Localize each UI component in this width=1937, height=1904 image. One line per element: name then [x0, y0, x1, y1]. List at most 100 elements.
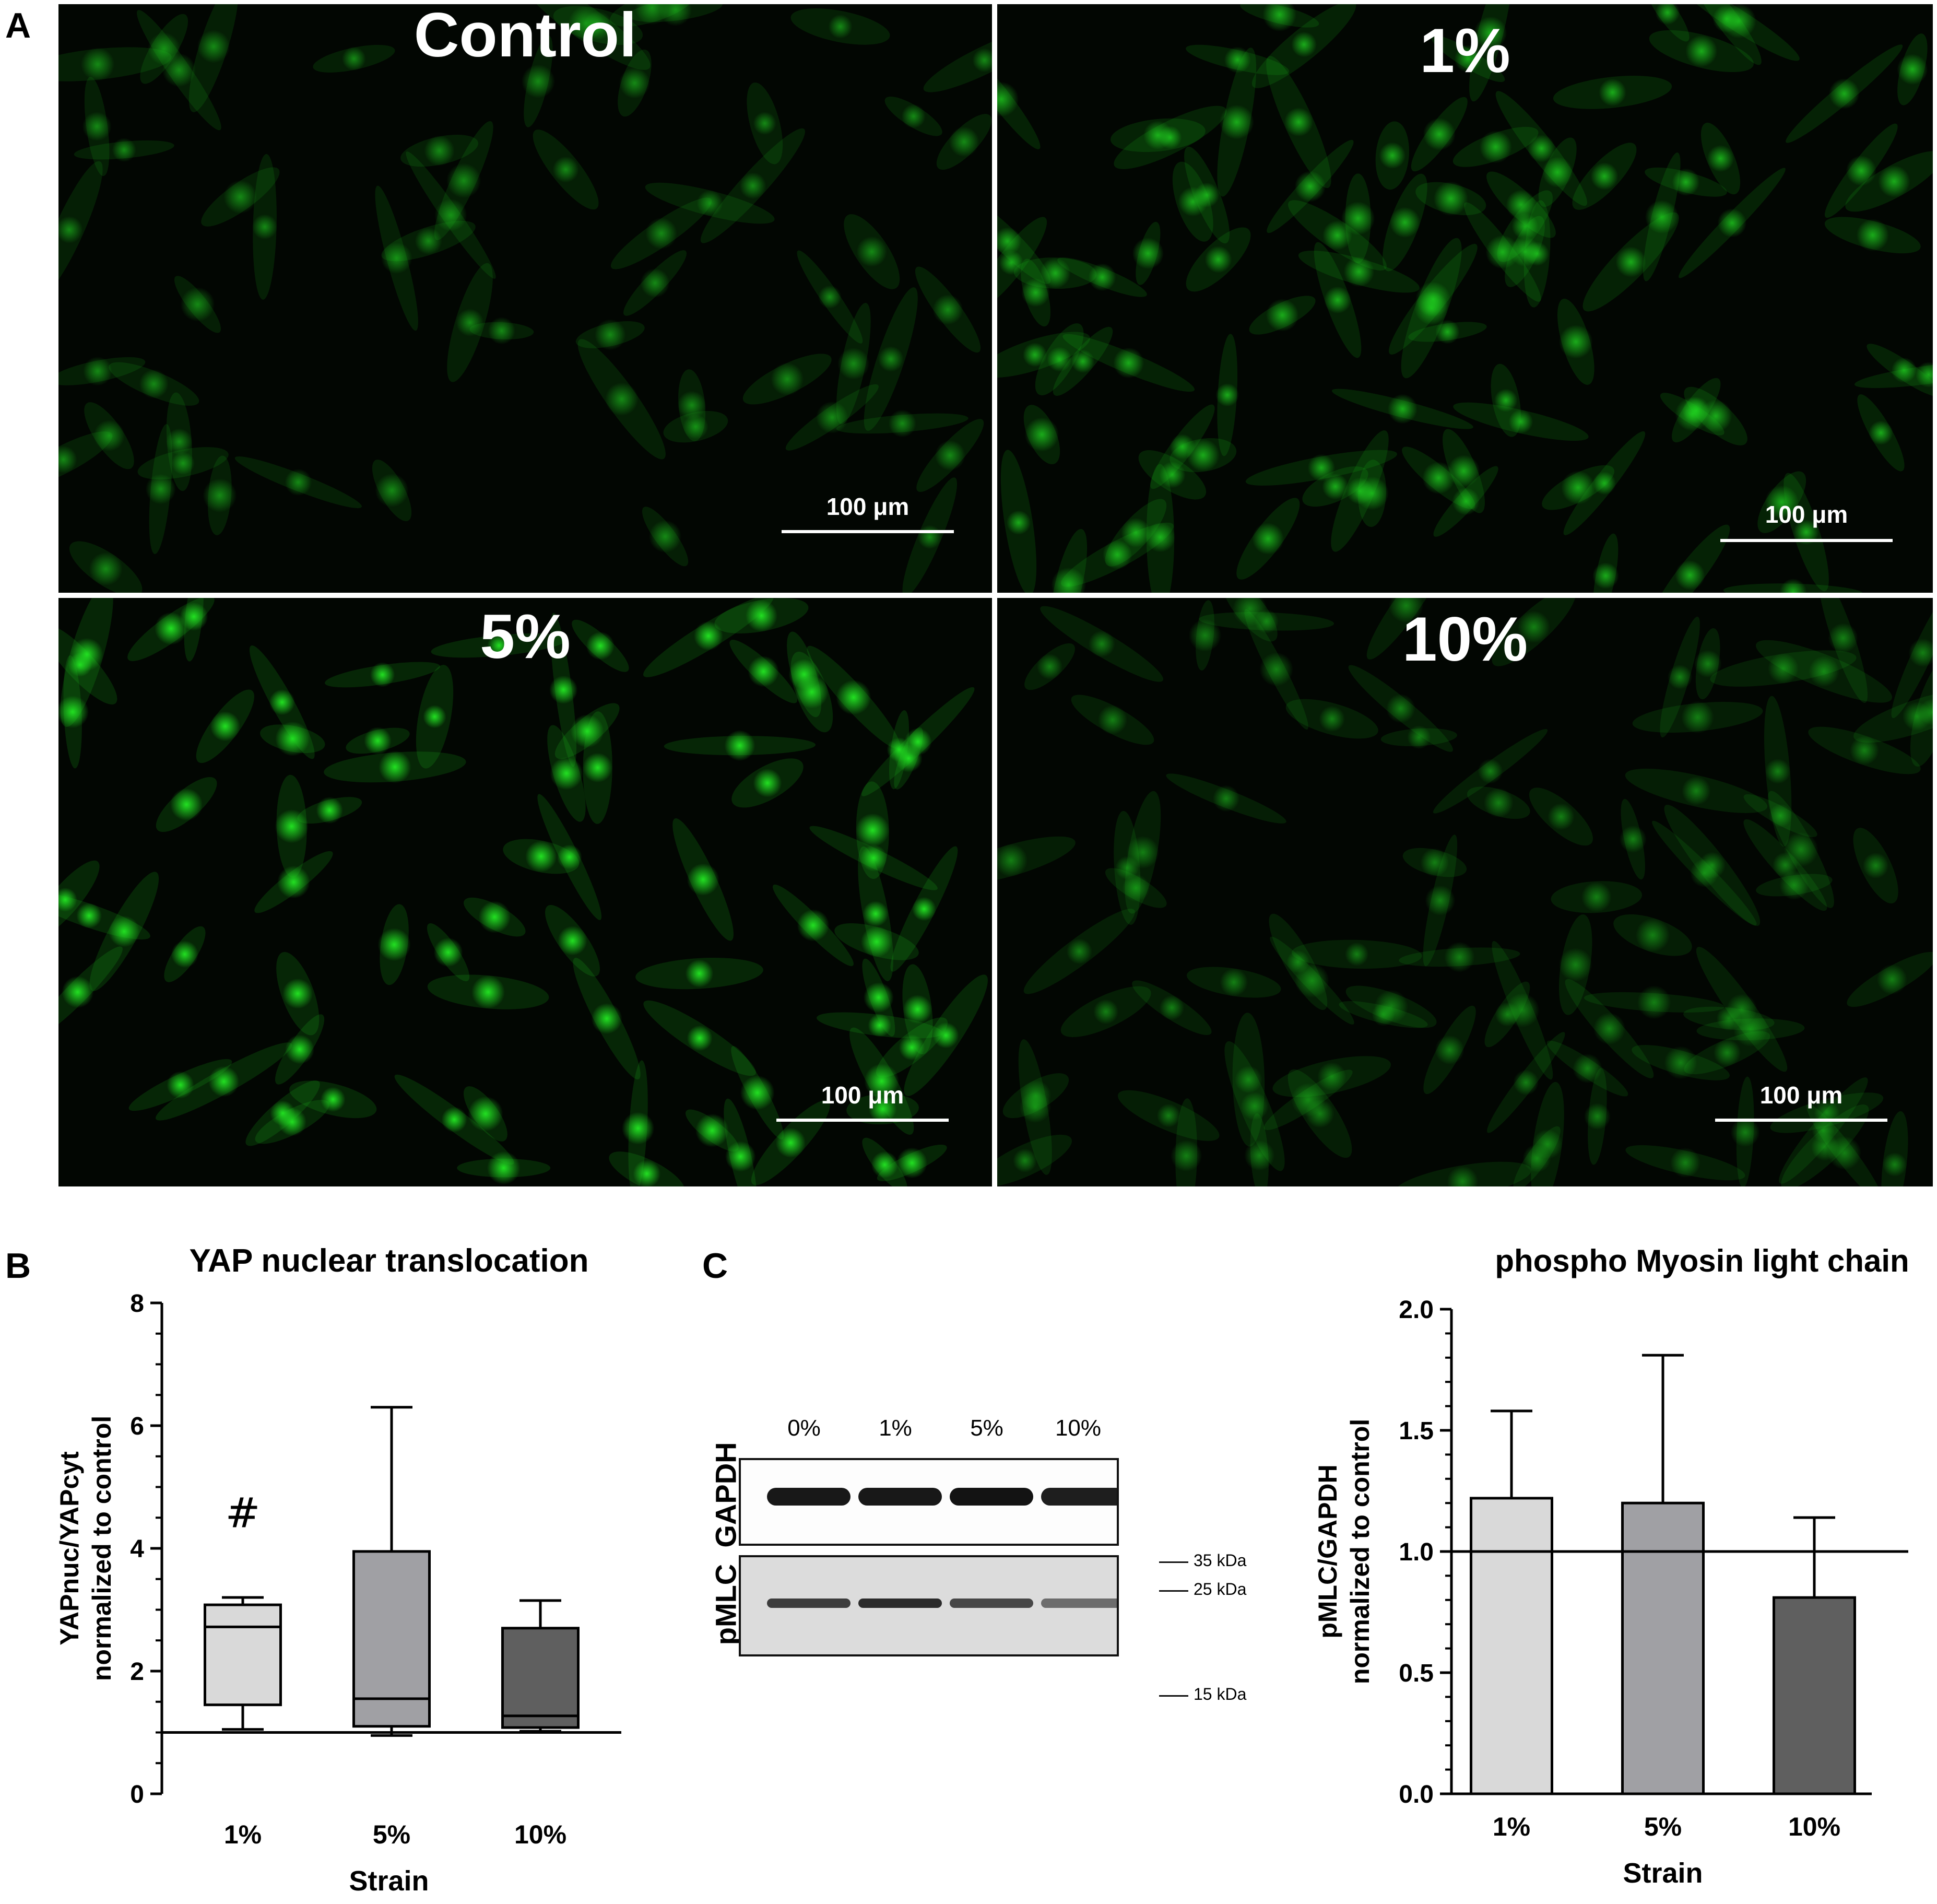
cell-nucleus	[1846, 155, 1876, 186]
lane-label: 1%	[879, 1415, 912, 1441]
cell-nucleus	[112, 138, 136, 162]
micrograph-label: 5%	[480, 602, 571, 672]
cell-nucleus	[1036, 653, 1063, 680]
cell-nucleus	[1694, 650, 1722, 678]
cell-nucleus	[605, 382, 639, 416]
x-tick-label: 5%	[1644, 1812, 1682, 1841]
cell-nucleus	[1485, 235, 1520, 269]
cell-nucleus	[896, 1147, 928, 1179]
box	[501, 1627, 580, 1729]
cell-nucleus	[1252, 523, 1284, 555]
cell-nucleus	[1447, 1166, 1478, 1186]
scale-bar-label: 100 μm	[1765, 501, 1848, 528]
cell-nucleus	[434, 198, 467, 232]
cell-nucleus	[1682, 776, 1711, 806]
chart-title: phospho Myosin light chain	[1495, 1243, 1909, 1278]
cell-nucleus	[76, 903, 102, 929]
cell-nucleus	[568, 5, 604, 41]
cell-nucleus	[1779, 870, 1809, 900]
cell-nucleus	[868, 1095, 897, 1123]
scale-bar	[1720, 539, 1893, 542]
cell-nucleus	[878, 346, 904, 372]
micrograph-10pct: 10% 100 μm	[997, 598, 1933, 1186]
y-tick-label: 8	[130, 1290, 144, 1318]
lane-label: 0%	[787, 1415, 821, 1441]
cell-nucleus	[446, 163, 481, 198]
blot-strip-gapdh	[739, 1458, 1125, 1546]
cell-nucleus	[285, 1035, 315, 1064]
cell-nucleus	[423, 705, 446, 728]
cell-nucleus	[1707, 145, 1734, 172]
cell-nucleus	[1869, 420, 1893, 445]
cell-nucleus	[1262, 4, 1297, 32]
cell-nucleus	[1685, 35, 1718, 67]
cell-nucleus	[1324, 286, 1352, 314]
cell-nucleus	[170, 788, 203, 821]
cell-nucleus	[903, 995, 932, 1024]
panel-letter-a: A	[5, 6, 31, 45]
cell-nucleus	[888, 409, 916, 438]
cell-nucleus	[1862, 852, 1889, 879]
cell-nucleus	[1561, 471, 1595, 505]
cell-nucleus	[180, 287, 215, 322]
micrograph-5pct: 5% 100 μm	[58, 598, 992, 1186]
cell-nucleus	[864, 1063, 900, 1099]
cell-nucleus	[901, 104, 926, 128]
cell-nucleus	[1672, 168, 1700, 196]
cell-nucleus	[1479, 131, 1512, 163]
cell-nucleus	[1478, 759, 1503, 784]
cell-nucleus	[550, 757, 583, 790]
panel-letter-b: B	[5, 1246, 31, 1286]
x-axis-label: Strain	[349, 1865, 429, 1897]
blot-row-label-gapdh: GAPDH	[709, 1442, 742, 1548]
cell-nucleus	[753, 112, 776, 135]
cell-nucleus	[488, 317, 515, 345]
cell-nucleus	[1772, 852, 1798, 878]
blot-band	[858, 1488, 942, 1506]
cell-nucleus	[837, 347, 870, 380]
cell-nucleus	[557, 844, 582, 870]
cell-nucleus	[868, 1014, 892, 1037]
cell-nucleus	[899, 1035, 925, 1061]
cell-nucleus	[1527, 134, 1555, 162]
lane-label: 5%	[970, 1415, 1003, 1441]
cell-nucleus	[375, 474, 409, 508]
cell-nucleus	[677, 391, 706, 420]
cell-nucleus	[1713, 1039, 1741, 1067]
cell-nucleus	[549, 675, 578, 704]
micrograph-1pct: 1% 100 μm	[997, 4, 1933, 593]
cell-nucleus	[795, 675, 829, 709]
cell-nucleus	[58, 696, 89, 728]
cell-nucleus	[1013, 1148, 1037, 1173]
cell-nucleus	[167, 1071, 194, 1099]
lane-label: 10%	[1055, 1415, 1102, 1441]
micrograph-cells	[58, 598, 988, 1186]
cell-nucleus	[282, 978, 313, 1009]
cell-nucleus	[162, 53, 196, 87]
micrograph-label: Control	[414, 4, 637, 70]
cell-nucleus	[1420, 848, 1449, 877]
cell-nucleus	[1122, 874, 1150, 902]
cell-nucleus	[999, 250, 1024, 275]
cell-nucleus	[155, 612, 187, 645]
cell-nucleus	[771, 362, 804, 396]
cell-nucleus	[1876, 964, 1907, 995]
cell-nucleus	[1088, 263, 1116, 291]
marker-tick	[1159, 1561, 1188, 1563]
cell-nucleus	[316, 796, 343, 824]
cell-nucleus	[1415, 281, 1451, 317]
cell-nucleus	[1040, 257, 1071, 289]
cell-nucleus	[1793, 519, 1819, 545]
cell-nucleus	[1768, 804, 1792, 828]
micrograph-label: 1%	[1420, 16, 1510, 86]
bar	[1621, 1501, 1705, 1795]
marker-label: 35 kDa	[1194, 1551, 1247, 1570]
cell-nucleus	[441, 1107, 467, 1133]
y-axis-label: YAPnuc/YAPcyt	[55, 1451, 84, 1646]
cell-nucleus	[1828, 78, 1860, 109]
bar	[1773, 1596, 1856, 1795]
cell-nucleus	[949, 126, 979, 157]
cell-nucleus	[904, 728, 932, 756]
y-tick-label: 4	[130, 1535, 144, 1563]
cell-nucleus	[586, 631, 615, 660]
